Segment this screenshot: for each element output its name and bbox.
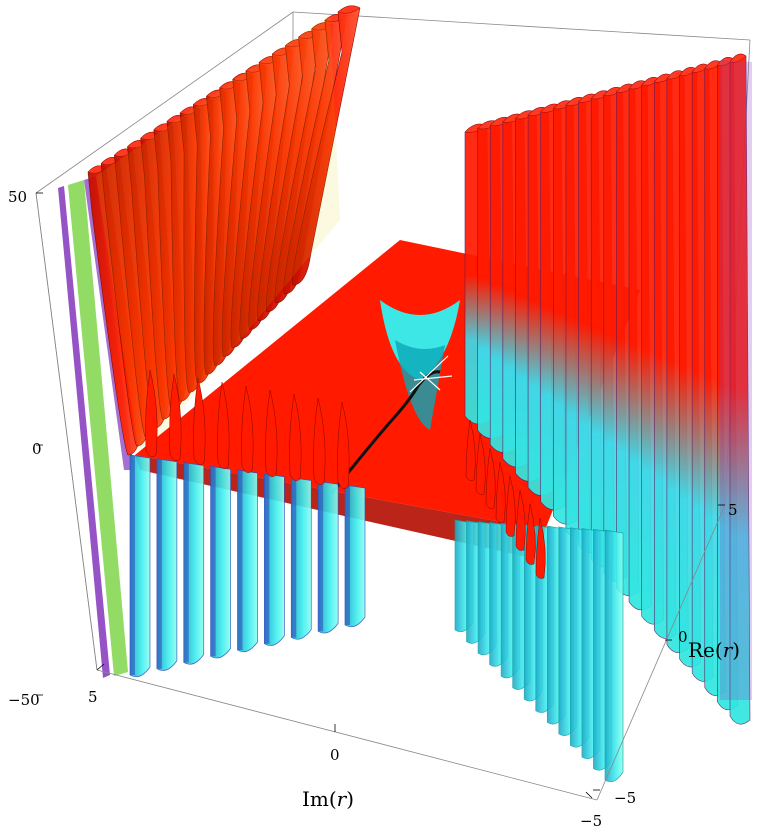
red-finger bbox=[535, 517, 546, 579]
box-edge bbox=[35, 11, 294, 194]
tick-mark bbox=[585, 791, 593, 799]
z-tick-label: −50 bbox=[8, 691, 40, 709]
im-tick-label: −5 bbox=[580, 812, 602, 830]
z-tick-label: 0 bbox=[32, 440, 42, 458]
front-fin-left-edge bbox=[130, 455, 135, 675]
red-finger bbox=[515, 489, 526, 551]
back-fin-crest bbox=[337, 5, 361, 14]
red-finger bbox=[289, 393, 302, 481]
left-edge-fin bbox=[58, 186, 110, 678]
fins-back-group bbox=[58, 5, 361, 678]
front-fin-left-edge bbox=[318, 481, 324, 632]
z-tick-label: 50 bbox=[8, 188, 27, 206]
box-edge bbox=[96, 669, 598, 801]
front-fin-left-edge bbox=[156, 458, 162, 669]
red-finger bbox=[495, 461, 506, 523]
bounding-box-front bbox=[35, 192, 726, 801]
re-axis-label: Re(r) bbox=[688, 638, 740, 662]
red-finger bbox=[337, 401, 350, 489]
red-finger bbox=[465, 419, 476, 481]
right-fin-crest bbox=[729, 53, 747, 63]
re-tick-label: 5 bbox=[728, 501, 738, 519]
front-fin-right bbox=[604, 529, 624, 783]
fins-right-group bbox=[464, 53, 752, 725]
front-fin-left-edge bbox=[345, 485, 350, 625]
branch-point bbox=[409, 355, 453, 393]
im-axis-label: Im(r) bbox=[302, 787, 354, 811]
red-finger bbox=[525, 503, 536, 565]
red-finger bbox=[217, 381, 230, 469]
left-edge-fin bbox=[68, 180, 128, 676]
red-finger bbox=[169, 373, 182, 461]
red-finger bbox=[475, 433, 486, 495]
red-finger bbox=[313, 397, 326, 485]
front-fin-left-edge bbox=[291, 477, 297, 638]
mesh-tint bbox=[96, 14, 340, 460]
red-finger bbox=[485, 447, 496, 509]
fins-front-group bbox=[129, 369, 624, 783]
box-edge bbox=[596, 504, 726, 801]
red-finger bbox=[193, 377, 206, 465]
front-fin-left-edge bbox=[210, 466, 216, 657]
re-tick-label: 0 bbox=[678, 628, 688, 646]
im-tick-label: 0 bbox=[330, 746, 340, 764]
im-tick-label: 5 bbox=[88, 688, 98, 706]
tick-mark bbox=[96, 663, 105, 671]
im-axis-ticks: 5 0 −5 bbox=[88, 688, 602, 830]
right-edge-shade bbox=[720, 60, 752, 700]
re-tick-label: −5 bbox=[614, 789, 636, 807]
re-axis-ticks: 5 0 −5 bbox=[614, 501, 738, 807]
box-edge bbox=[35, 192, 98, 671]
red-finger bbox=[505, 475, 516, 537]
front-fin-left-edge bbox=[264, 473, 270, 644]
red-finger bbox=[265, 389, 278, 477]
red-finger bbox=[145, 369, 158, 457]
red-finger bbox=[241, 385, 254, 473]
front-fin-left-edge bbox=[183, 462, 189, 663]
z-axis-ticks: 50 0 −50 bbox=[8, 188, 42, 709]
front-fin-left-edge bbox=[237, 470, 243, 650]
box-edge bbox=[292, 11, 751, 41]
